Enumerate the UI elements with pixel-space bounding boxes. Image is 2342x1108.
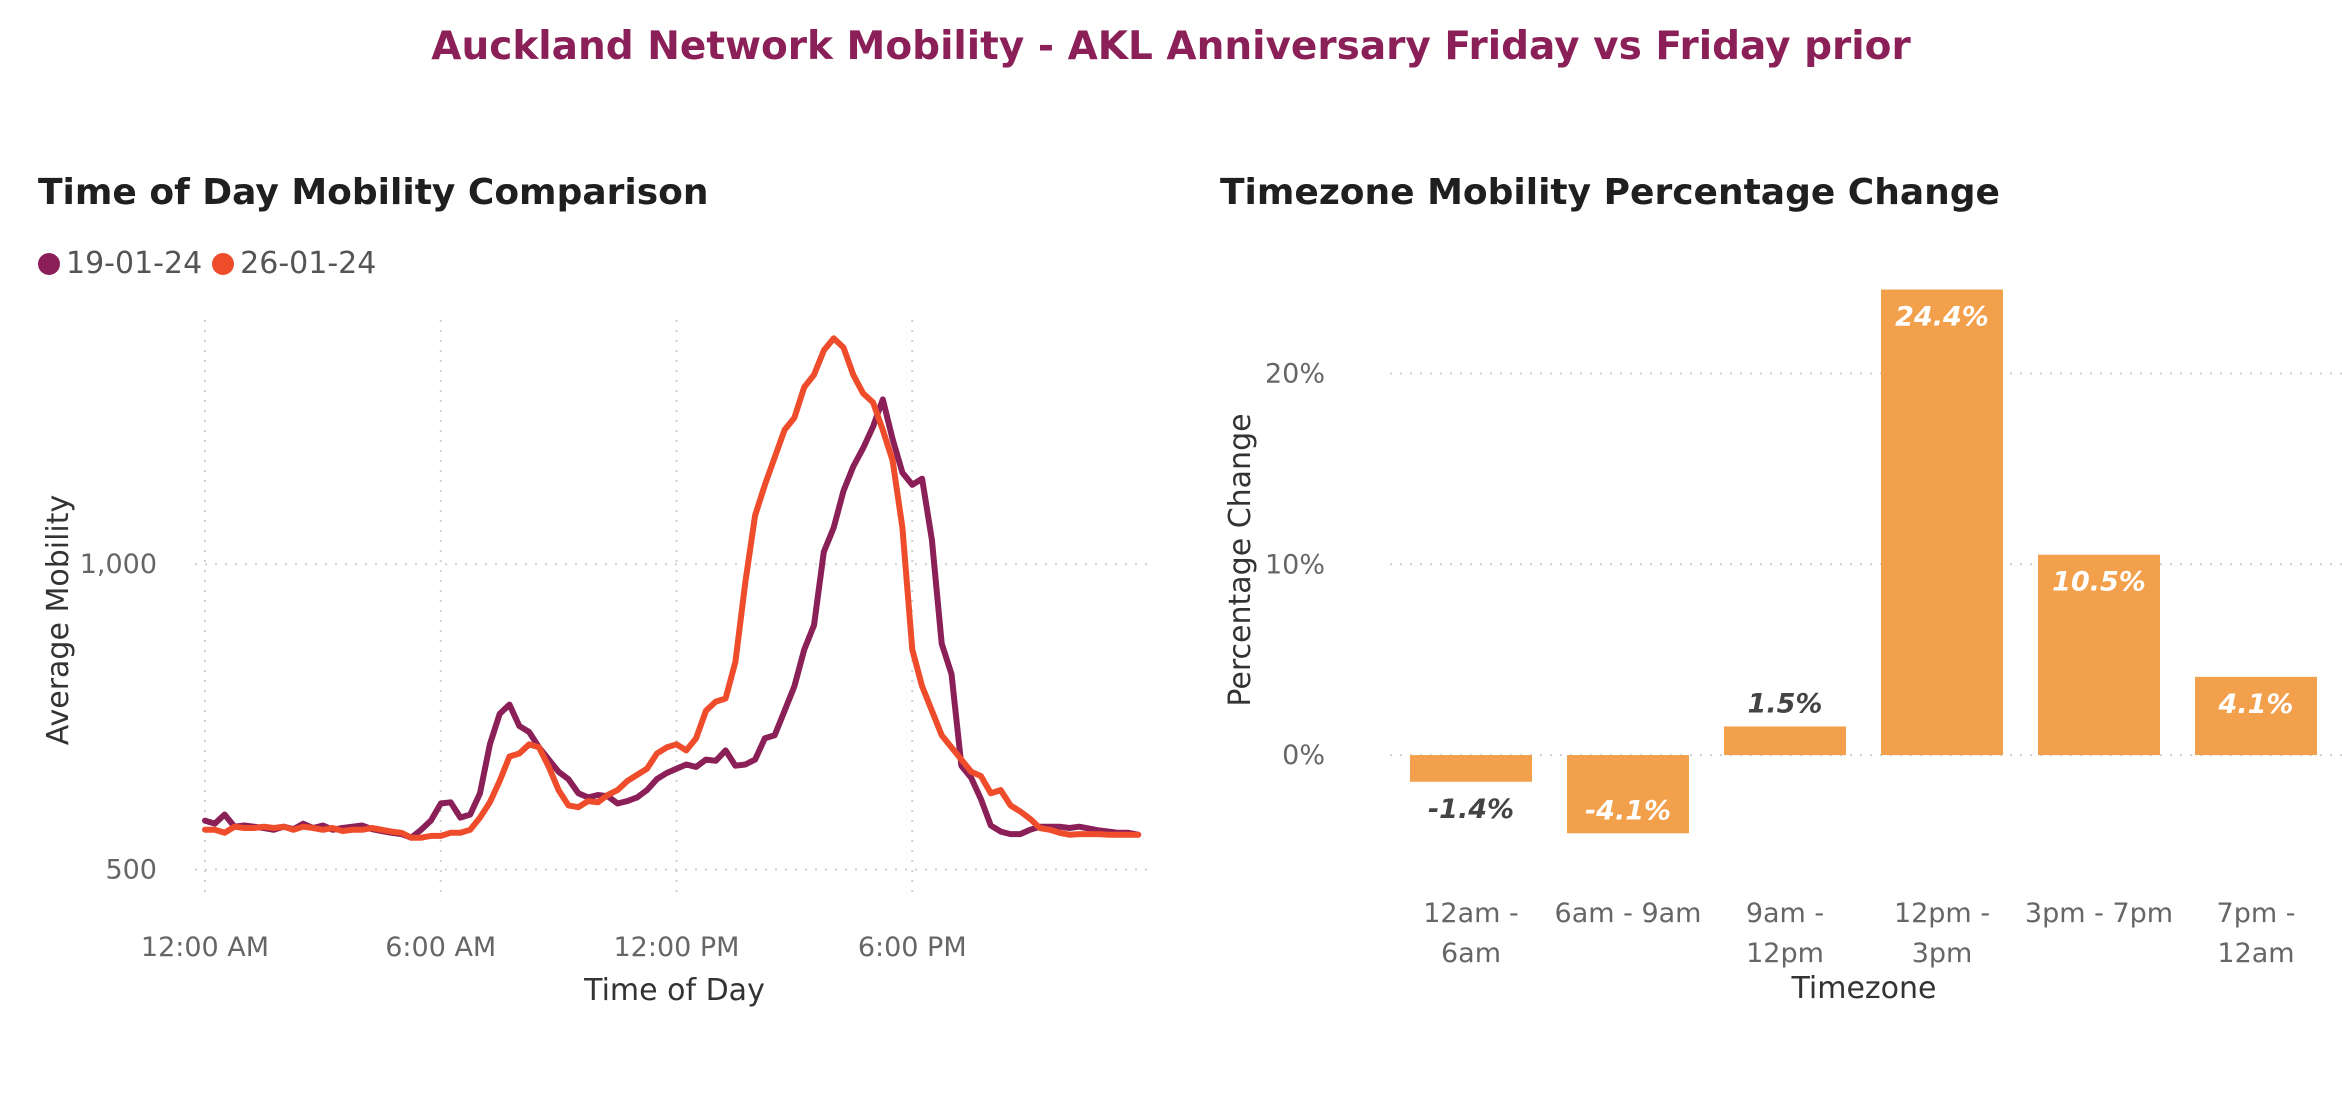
x-tick-label: 6am (1441, 938, 1501, 969)
y-tick-label: 0% (1282, 740, 1325, 771)
line-chart-legend: 19-01-24 26-01-24 (38, 246, 386, 281)
legend-label-series-b: 26-01-24 (240, 246, 377, 281)
line-chart-title: Time of Day Mobility Comparison (38, 172, 709, 213)
bar (2195, 676, 2317, 756)
bar (1881, 289, 2003, 756)
x-tick-label: 12am (2217, 938, 2294, 969)
x-tick-label: 12:00 AM (141, 932, 269, 963)
x-tick-label: 3pm (1912, 938, 1973, 969)
x-tick-label: 3pm - 7pm (2025, 898, 2173, 929)
series-line-a (202, 396, 1142, 841)
y-tick-label: 10% (1265, 549, 1325, 580)
bar (1724, 726, 1846, 756)
bar-data-label: 10.5% (2052, 567, 2146, 598)
y-tick-label: 20% (1265, 358, 1325, 389)
bar-data-label: -4.1% (1585, 795, 1671, 826)
legend-item-series-a[interactable]: 19-01-24 (38, 246, 202, 281)
x-axis-title: Time of Day (583, 973, 765, 1008)
y-axis-title: Percentage Change (1223, 413, 1258, 706)
bar (2038, 554, 2160, 756)
bar-data-label: -1.4% (1428, 794, 1514, 825)
x-axis-title: Timezone (1791, 971, 1937, 1006)
series-line-b (202, 335, 1142, 841)
legend-item-series-b[interactable]: 26-01-24 (212, 246, 376, 281)
bar-data-label: 1.5% (1748, 688, 1823, 719)
legend-dot-icon (212, 252, 235, 275)
legend-label-series-a: 19-01-24 (66, 246, 203, 281)
y-tick-label: 500 (105, 854, 157, 885)
bar-data-label: 4.1% (2218, 689, 2294, 720)
bar (1410, 755, 1532, 782)
x-tick-label: 12am - (1423, 898, 1519, 929)
x-tick-label: 9am - (1746, 898, 1824, 929)
x-tick-label: 6am - 9am (1555, 898, 1702, 929)
bar-data-label: 24.4% (1895, 302, 1989, 333)
y-tick-label: 1,000 (80, 549, 157, 580)
bar-chart-title: Timezone Mobility Percentage Change (1220, 172, 2000, 213)
bar (1567, 755, 1689, 834)
legend-dot-icon (38, 252, 60, 275)
x-tick-label: 12pm - (1894, 898, 1990, 929)
x-tick-label: 7pm - (2217, 898, 2296, 929)
page-title: Auckland Network Mobility - AKL Annivers… (431, 24, 1911, 69)
x-tick-label: 6:00 PM (858, 932, 967, 963)
y-axis-title: Average Mobility (41, 495, 76, 746)
x-tick-label: 12pm (1746, 938, 1824, 969)
x-tick-label: 6:00 AM (385, 932, 496, 963)
x-tick-label: 12:00 PM (614, 932, 740, 963)
